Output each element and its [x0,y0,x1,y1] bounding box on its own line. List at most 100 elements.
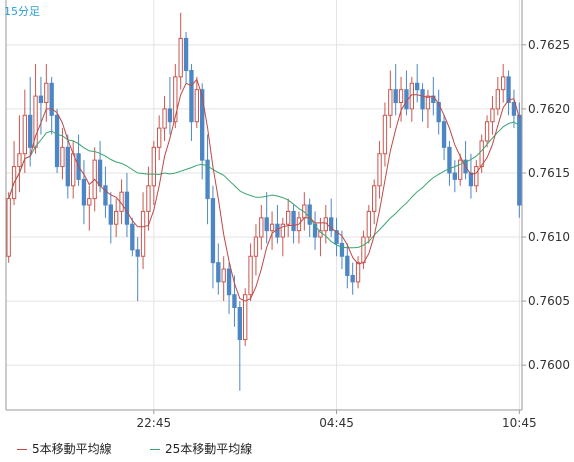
y-tick-label: 0.7620 [528,102,570,116]
candle-body-up [361,236,366,264]
candle-body-down [506,76,511,103]
candle-body-down [226,268,232,296]
candle-body-down [511,102,517,116]
legend-label-ma5: 5本移動平均線 [32,442,112,456]
candle-body-up [398,89,404,103]
candle-body-up [253,236,259,257]
candle-body-up [425,95,431,110]
candle-body-down [350,274,355,283]
candle-body-up [479,140,484,168]
candle-body-down [28,114,33,148]
candle-body-down [436,102,441,123]
candle-body-down [452,172,457,180]
candle-body-down [97,159,103,187]
candle-body-down [447,146,452,174]
legend-item-ma5: 5本移動平均線 [17,440,112,457]
candle-body-down [130,223,135,251]
candle-body-up [151,146,156,187]
candle-body-up [388,89,393,116]
candle-body-down [54,114,60,168]
candle-body-down [65,146,70,187]
candle-body-up [259,217,264,238]
candle-body-up [495,89,500,110]
candle-body-up [22,114,27,155]
candle-body-down [167,108,173,123]
x-tick-label: 22:45 [137,416,172,430]
candle-body-up [355,262,361,283]
timeframe-label: 15分足 [4,5,40,18]
candle-body-down [345,255,350,276]
candle-body-down [108,204,113,225]
legend-swatch-ma5 [17,449,27,450]
y-tick-label: 0.7605 [528,294,570,308]
y-tick-label: 0.7615 [528,166,570,180]
candle-body-up [382,114,388,155]
legend-swatch-ma25 [150,449,160,450]
candle-body-down [291,210,296,232]
candle-body-up [474,166,479,187]
ma5-line [8,78,520,302]
candlestick-chart-svg: 0.7600 0.7605 0.7610 0.7615 0.7620 0.7625 22:4… [5,0,570,430]
candle-body-up [71,153,76,187]
candle-body-up [140,210,146,257]
candle-body-up [173,76,178,123]
candle-body-down [124,191,130,225]
candle-body-up [60,146,65,168]
candle-body-up [178,37,183,78]
ma25-line [8,121,520,249]
candle-body-up [286,210,291,225]
candle-body-up [377,153,382,187]
candle-body-down [420,89,425,110]
candle-body-down [393,89,398,103]
candle-body-up [17,153,22,168]
candle-body-down [307,204,312,225]
candle-body-up [490,108,495,123]
y-tick-label: 0.7625 [528,38,570,52]
candle-body-up [269,223,275,232]
candle-body-up [484,121,490,142]
candle-body-down [135,249,140,257]
candle-body-up [162,108,167,129]
candle-body-down [517,114,522,206]
candle-body-down [183,37,189,71]
candle-body-down [264,217,269,232]
candle-body-down [49,82,54,116]
y-tick-label: 0.7610 [528,230,570,244]
candle-body-up [366,210,371,238]
candle-body-down [312,223,318,238]
candle-body-up [248,255,253,296]
candle-body-down [232,294,237,308]
candle-body-up [6,198,11,257]
x-tick-label: 04:45 [319,416,354,430]
x-tick-label: 10:45 [502,416,537,430]
candle-body-down [81,178,87,206]
candle-body-down [205,159,210,200]
candle-body-down [441,121,447,148]
candle-body-up [221,268,226,283]
candle-body-up [114,210,119,225]
candle-body-down [210,198,216,264]
candle-body-up [501,76,506,91]
legend-item-ma25: 25本移動平均線 [150,440,252,457]
candle-body-up [87,198,92,206]
candle-body-up [458,159,463,180]
y-tick-label: 0.7600 [528,358,570,372]
candle-body-up [372,185,377,212]
candle-body-up [194,89,199,123]
candle-body-down [415,82,420,91]
candle-body-up [146,185,151,212]
candle-body-up [280,223,285,238]
candle-body-down [334,230,339,244]
candle-body-down [237,307,242,341]
candle-body-down [468,172,474,187]
legend: 5本移動平均線 25本移動平均線 [0,432,574,462]
candle-body-up [243,294,248,341]
candle-body-down [339,242,345,257]
candle-body-up [157,127,162,148]
candle-body-down [103,185,108,206]
candle-body-down [189,69,194,123]
candle-body-down [200,89,205,161]
candle-body-down [329,217,334,232]
legend-label-ma25: 25本移動平均線 [165,442,253,456]
